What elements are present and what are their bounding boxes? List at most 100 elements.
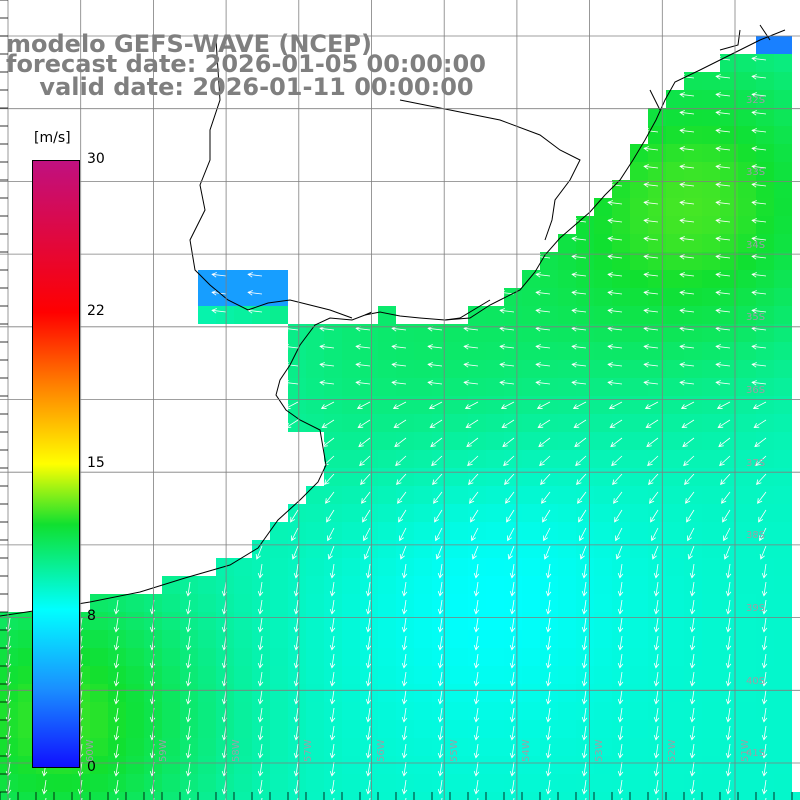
wind-cell [648, 396, 666, 414]
wind-arrow [283, 362, 299, 368]
wind-cell [324, 792, 342, 800]
wind-cell [684, 756, 702, 774]
wind-cell [0, 774, 18, 792]
wind-cell [666, 90, 684, 108]
wind-cell [756, 378, 774, 396]
wind-cell [576, 648, 594, 666]
wind-arrow [759, 545, 767, 560]
wind-cell [630, 612, 648, 630]
wind-cell [756, 270, 774, 288]
wind-cell [612, 324, 630, 342]
wind-cell [0, 684, 18, 702]
wind-arrow [653, 725, 660, 741]
wind-cell [702, 648, 720, 666]
wind-cell [540, 288, 558, 306]
wind-cell [432, 702, 450, 720]
wind-cell [108, 702, 126, 720]
wind-arrow [752, 401, 767, 409]
wind-arrow [113, 761, 120, 777]
wind-cell [576, 216, 594, 234]
wind-cell [324, 594, 342, 612]
wind-cell [540, 558, 558, 576]
wind-cell [666, 324, 684, 342]
wind-cell [666, 432, 684, 450]
wind-cell [288, 612, 306, 630]
wind-cell [108, 666, 126, 684]
wind-arrow [617, 653, 624, 669]
wind-cell [630, 414, 648, 432]
wind-cell [648, 270, 666, 288]
wind-arrow [761, 653, 768, 669]
wind-arrow [361, 491, 371, 504]
wind-arrow [293, 581, 300, 597]
wind-cell [378, 630, 396, 648]
wind-cell [774, 396, 792, 414]
wind-arrow [365, 653, 372, 669]
wind-arrow [617, 761, 624, 777]
wind-arrow [185, 653, 192, 669]
wind-cell [432, 360, 450, 378]
wind-cell [432, 522, 450, 540]
wind-cell [378, 360, 396, 378]
wind-cell [684, 144, 702, 162]
wind-cell [576, 792, 594, 800]
wind-cell [774, 198, 792, 216]
wind-arrow [720, 473, 731, 485]
wind-cell [648, 756, 666, 774]
wind-cell [468, 612, 486, 630]
wind-arrow [545, 779, 552, 795]
wind-arrow [329, 689, 336, 705]
wind-cell [756, 288, 774, 306]
wind-cell [288, 702, 306, 720]
wind-cell [468, 324, 486, 342]
wind-cell [756, 558, 774, 576]
lon-label: 51W [740, 739, 751, 762]
wind-cell [270, 774, 288, 792]
wind-cell [738, 360, 756, 378]
wind-cell [648, 324, 666, 342]
wind-arrow [398, 509, 407, 523]
wind-cell [504, 594, 522, 612]
wind-cell [612, 180, 630, 198]
coastline [0, 29, 786, 617]
wind-cell [666, 252, 684, 270]
wind-arrow [645, 419, 659, 428]
wind-cell [558, 396, 576, 414]
wind-cell [738, 468, 756, 486]
wind-cell [684, 594, 702, 612]
wind-cell [504, 558, 522, 576]
wind-cell [54, 774, 72, 792]
wind-cell [702, 198, 720, 216]
wind-cell [558, 378, 576, 396]
wind-cell [486, 648, 504, 666]
wind-arrow [464, 401, 479, 409]
wind-arrow [113, 671, 120, 687]
wind-arrow [684, 473, 695, 485]
wind-cell [594, 792, 612, 800]
wind-cell [540, 306, 558, 324]
wind-cell [126, 594, 144, 612]
wind-cell [666, 162, 684, 180]
wind-cell [288, 360, 306, 378]
wind-arrow [571, 344, 587, 350]
wind-cell [486, 414, 504, 432]
wind-cell [738, 90, 756, 108]
wind-arrow [329, 563, 336, 579]
wind-cell [684, 378, 702, 396]
wind-arrow [257, 599, 264, 615]
wind-cell [738, 486, 756, 504]
forecast-date: forecast date: 2026-01-05 00:00:00 [6, 50, 486, 78]
wind-cell [720, 702, 738, 720]
wind-cell [720, 324, 738, 342]
wind-arrow [617, 707, 624, 723]
wind-cell [648, 216, 666, 234]
wind-cell [342, 702, 360, 720]
lon-label: 59W [158, 739, 169, 762]
wind-cell [522, 558, 540, 576]
wind-cell [648, 702, 666, 720]
wind-cell [342, 486, 360, 504]
wind-arrow [643, 146, 659, 152]
wind-cell [684, 288, 702, 306]
wind-cell [468, 738, 486, 756]
wind-arrow [679, 254, 695, 260]
